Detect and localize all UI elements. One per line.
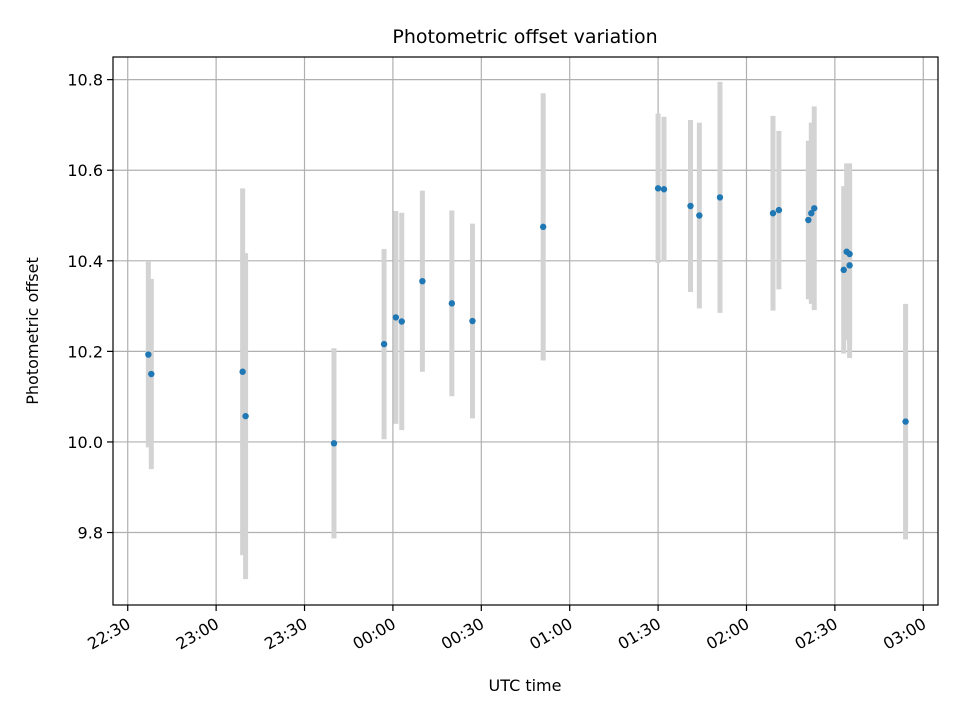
data-point bbox=[902, 418, 909, 425]
data-point bbox=[696, 212, 703, 219]
x-tick-label: 23:00 bbox=[173, 614, 222, 654]
plot-frame bbox=[112, 56, 939, 606]
x-tick-label: 02:30 bbox=[791, 614, 840, 654]
y-axis-label: Photometric offset bbox=[23, 257, 42, 405]
data-point bbox=[775, 206, 783, 214]
data-point bbox=[380, 340, 388, 348]
y-tick-label: 10.6 bbox=[67, 161, 103, 180]
data-point bbox=[716, 194, 724, 201]
data-point bbox=[148, 370, 155, 378]
data-point bbox=[448, 300, 456, 307]
y-tick-label: 10.2 bbox=[67, 342, 103, 361]
data-point bbox=[330, 440, 338, 447]
x-tick-label: 00:30 bbox=[438, 614, 487, 654]
data-point bbox=[660, 186, 668, 193]
chart-title: Photometric offset variation bbox=[392, 26, 657, 48]
data-point bbox=[398, 318, 405, 325]
data-point bbox=[469, 317, 476, 325]
x-tick-label: 23:30 bbox=[261, 614, 310, 654]
data-point bbox=[687, 202, 694, 210]
plot-background bbox=[113, 57, 938, 605]
x-tick-label: 03:00 bbox=[880, 614, 929, 654]
x-tick-label: 22:30 bbox=[84, 614, 133, 654]
x-tick-label: 01:30 bbox=[615, 614, 664, 654]
x-tick-label: 01:00 bbox=[526, 614, 575, 654]
data-point bbox=[654, 185, 662, 192]
grid-layer bbox=[113, 57, 938, 605]
y-tick-label: 10.0 bbox=[67, 433, 103, 452]
data-point bbox=[392, 314, 400, 321]
x-axis-label: UTC time bbox=[489, 676, 562, 695]
point-layer bbox=[145, 185, 909, 447]
y-tick-label: 10.4 bbox=[67, 252, 103, 271]
data-point bbox=[769, 210, 777, 217]
data-point bbox=[419, 277, 426, 285]
data-point bbox=[539, 223, 547, 231]
y-tick-label: 9.8 bbox=[78, 524, 103, 543]
data-point bbox=[239, 368, 246, 375]
x-tick-label: 02:00 bbox=[703, 614, 752, 654]
x-tick-label: 00:00 bbox=[349, 614, 398, 654]
data-point bbox=[805, 216, 812, 224]
data-point bbox=[846, 250, 853, 258]
data-point bbox=[145, 351, 152, 358]
data-point bbox=[840, 266, 847, 274]
y-tick-label: 10.8 bbox=[67, 71, 103, 90]
data-point bbox=[846, 262, 853, 269]
data-point bbox=[242, 412, 249, 420]
data-point bbox=[808, 210, 815, 217]
data-point bbox=[811, 205, 818, 212]
